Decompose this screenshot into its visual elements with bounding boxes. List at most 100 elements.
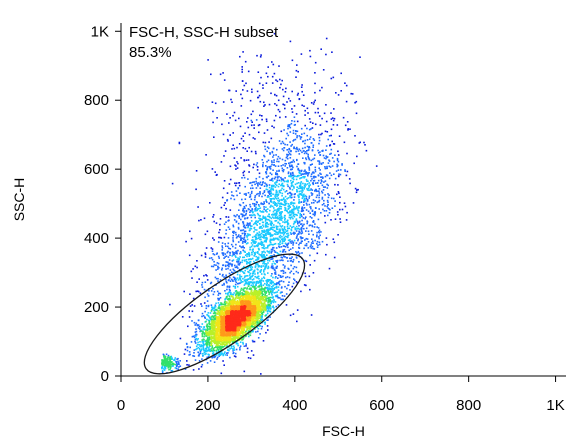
event-dot bbox=[236, 277, 239, 279]
event-dot bbox=[318, 192, 321, 194]
event-dot bbox=[293, 146, 295, 148]
event-dot bbox=[257, 252, 259, 254]
event-dot bbox=[315, 190, 318, 193]
event-dot bbox=[312, 144, 315, 147]
event-dot bbox=[216, 348, 219, 350]
event-dot bbox=[269, 172, 272, 174]
event-dot bbox=[214, 339, 217, 342]
event-dot bbox=[212, 312, 215, 315]
event-dot bbox=[255, 229, 258, 231]
event-dot bbox=[244, 207, 246, 210]
event-dot bbox=[242, 281, 244, 283]
event-dot bbox=[186, 349, 189, 352]
event-dot bbox=[308, 182, 311, 184]
event-dot bbox=[207, 295, 210, 297]
event-dot bbox=[321, 190, 323, 193]
event-dot bbox=[241, 339, 243, 341]
event-dot bbox=[249, 328, 252, 330]
event-dot bbox=[261, 244, 263, 246]
event-dot bbox=[204, 343, 206, 346]
event-dot bbox=[218, 337, 221, 339]
event-dot bbox=[217, 255, 220, 258]
event-dot bbox=[242, 249, 244, 252]
event-dot bbox=[329, 172, 331, 174]
event-dot bbox=[282, 142, 285, 145]
event-dot bbox=[298, 230, 300, 233]
event-dot bbox=[177, 361, 180, 364]
event-dot bbox=[251, 272, 254, 275]
event-dot bbox=[294, 213, 296, 216]
event-dot bbox=[221, 269, 223, 271]
event-dot bbox=[292, 225, 295, 228]
event-dot bbox=[272, 288, 275, 290]
event-dot bbox=[229, 248, 232, 250]
event-dot bbox=[243, 250, 246, 253]
event-dot bbox=[314, 91, 316, 94]
event-dot bbox=[243, 284, 246, 286]
event-dot bbox=[240, 275, 243, 278]
event-dot bbox=[223, 257, 225, 259]
event-dot bbox=[229, 280, 232, 282]
event-dot bbox=[287, 127, 289, 130]
event-dot bbox=[240, 289, 242, 291]
event-dot bbox=[256, 268, 259, 270]
event-dot bbox=[310, 179, 312, 182]
event-dot bbox=[244, 254, 247, 256]
event-dot bbox=[264, 220, 267, 222]
event-dot bbox=[309, 216, 312, 218]
event-dot bbox=[270, 221, 273, 224]
event-dot bbox=[247, 330, 250, 332]
event-dot bbox=[322, 186, 325, 188]
event-dot bbox=[227, 308, 230, 310]
event-dot bbox=[269, 316, 271, 318]
event-dot bbox=[232, 252, 234, 255]
event-dot bbox=[237, 337, 240, 339]
event-dot bbox=[269, 222, 272, 225]
event-dot bbox=[291, 171, 294, 174]
event-dot bbox=[269, 209, 271, 212]
event-dot bbox=[272, 246, 274, 249]
event-dot bbox=[272, 237, 275, 240]
event-dot bbox=[326, 243, 328, 246]
event-dot bbox=[277, 165, 280, 167]
event-dot bbox=[322, 176, 324, 179]
event-dot bbox=[250, 288, 252, 291]
event-dot bbox=[304, 124, 306, 127]
event-dot bbox=[195, 330, 198, 333]
event-dot bbox=[270, 252, 273, 254]
event-dot bbox=[270, 195, 272, 197]
event-dot bbox=[263, 276, 265, 278]
event-dot bbox=[239, 332, 242, 335]
event-dot bbox=[216, 358, 218, 360]
event-dot bbox=[269, 238, 272, 241]
event-dot bbox=[284, 207, 287, 210]
event-dot bbox=[250, 216, 253, 219]
event-dot bbox=[239, 341, 242, 343]
event-dot bbox=[312, 242, 314, 244]
event-dot bbox=[297, 233, 300, 235]
event-dot bbox=[238, 298, 241, 300]
event-dot bbox=[273, 164, 275, 166]
event-dot bbox=[230, 271, 233, 273]
event-dot bbox=[279, 241, 281, 243]
event-dot bbox=[303, 188, 305, 190]
event-dot bbox=[226, 288, 228, 291]
event-dot bbox=[287, 203, 290, 205]
event-dot bbox=[244, 335, 247, 338]
event-dot bbox=[210, 340, 212, 343]
event-dot bbox=[301, 187, 304, 190]
event-dot bbox=[277, 286, 280, 288]
event-dot bbox=[258, 281, 261, 283]
event-dot bbox=[176, 363, 178, 366]
event-dot bbox=[231, 255, 233, 257]
event-dot bbox=[331, 51, 333, 53]
event-dot bbox=[297, 182, 300, 184]
event-dot bbox=[276, 205, 278, 207]
event-dot bbox=[299, 242, 301, 244]
event-dot bbox=[275, 276, 277, 278]
event-dot bbox=[261, 243, 263, 245]
event-dot bbox=[299, 223, 302, 226]
event-dot bbox=[275, 286, 278, 288]
event-dot bbox=[307, 247, 310, 249]
event-dot bbox=[267, 287, 269, 290]
